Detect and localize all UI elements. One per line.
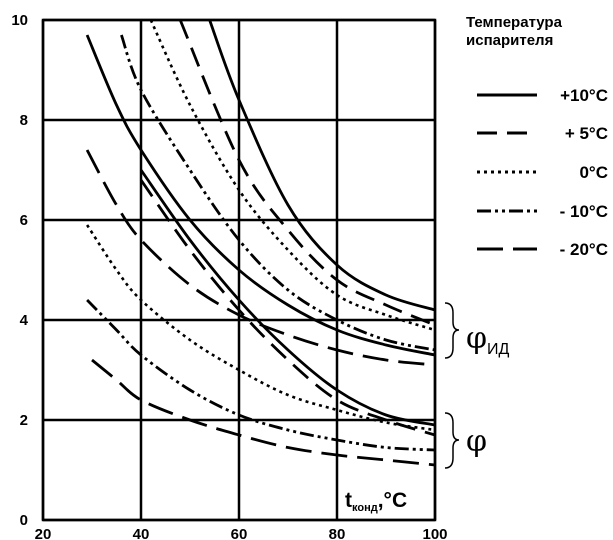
series-line-dashed	[139, 179, 436, 437]
x-axis-label-unit: ,°C	[378, 489, 407, 512]
legend-label: + 5°C	[565, 124, 608, 143]
series-line-longdash	[85, 149, 436, 367]
group-label-phi: φ	[466, 424, 487, 459]
legend-title-line-2: испарителя	[466, 32, 553, 49]
group-label-phi-id: φ	[466, 321, 487, 356]
y-tick-label: 8	[20, 112, 28, 129]
y-tick-label: 2	[20, 412, 28, 429]
x-axis-label-main: t	[345, 489, 352, 512]
y-tick-label: 6	[20, 212, 28, 229]
axis-ticks: 20 40 60 80 100 0 2 4 6 8 10	[11, 12, 447, 540]
legend-label: - 20°C	[560, 240, 608, 259]
y-tick-label: 0	[20, 512, 28, 529]
svg-text:φИД: φИД	[466, 321, 510, 358]
legend-entries: +10°C + 5°C 0°C - 10°C - 20°C	[477, 86, 608, 259]
curly-brace-icon	[444, 302, 460, 359]
plot-frame	[41, 18, 437, 522]
x-tick-label: 100	[422, 526, 447, 540]
legend-title-line-1: Температура	[466, 14, 563, 31]
series-line-solid	[85, 34, 436, 357]
svg-text:φ: φ	[466, 424, 487, 459]
svg-text:tконд,°C: tконд,°C	[345, 489, 407, 514]
series-line-dashdotdot	[86, 299, 436, 452]
legend: Температура испарителя +10°C + 5°C 0°C - 10…	[466, 14, 608, 259]
legend-label: - 10°C	[560, 202, 608, 221]
series-line-dashdotdot	[120, 34, 436, 352]
x-tick-label: 40	[133, 526, 150, 540]
legend-label: +10°C	[560, 86, 608, 105]
x-tick-label: 60	[231, 526, 248, 540]
x-axis-label-sub: конд	[352, 502, 378, 514]
legend-label: 0°C	[579, 163, 608, 182]
series-line-dashed	[178, 19, 436, 327]
group-bracket-phi: φ	[444, 412, 487, 469]
group-bracket-phi-id: φИД	[444, 302, 510, 359]
series-line-solid	[208, 19, 436, 312]
series-line-dotted	[149, 19, 436, 332]
series-line-dotted	[86, 224, 436, 432]
curly-brace-icon	[444, 412, 460, 469]
series-line-solid	[139, 169, 436, 427]
plot-series	[85, 19, 436, 467]
y-tick-label: 4	[20, 312, 29, 329]
x-tick-label: 20	[35, 526, 52, 540]
y-tick-label: 10	[11, 12, 28, 29]
x-axis-label: tконд,°C	[345, 489, 407, 514]
series-line-longdash	[91, 358, 436, 467]
x-tick-label: 80	[329, 526, 346, 540]
group-label-phi-id-sub: ИД	[487, 341, 510, 358]
